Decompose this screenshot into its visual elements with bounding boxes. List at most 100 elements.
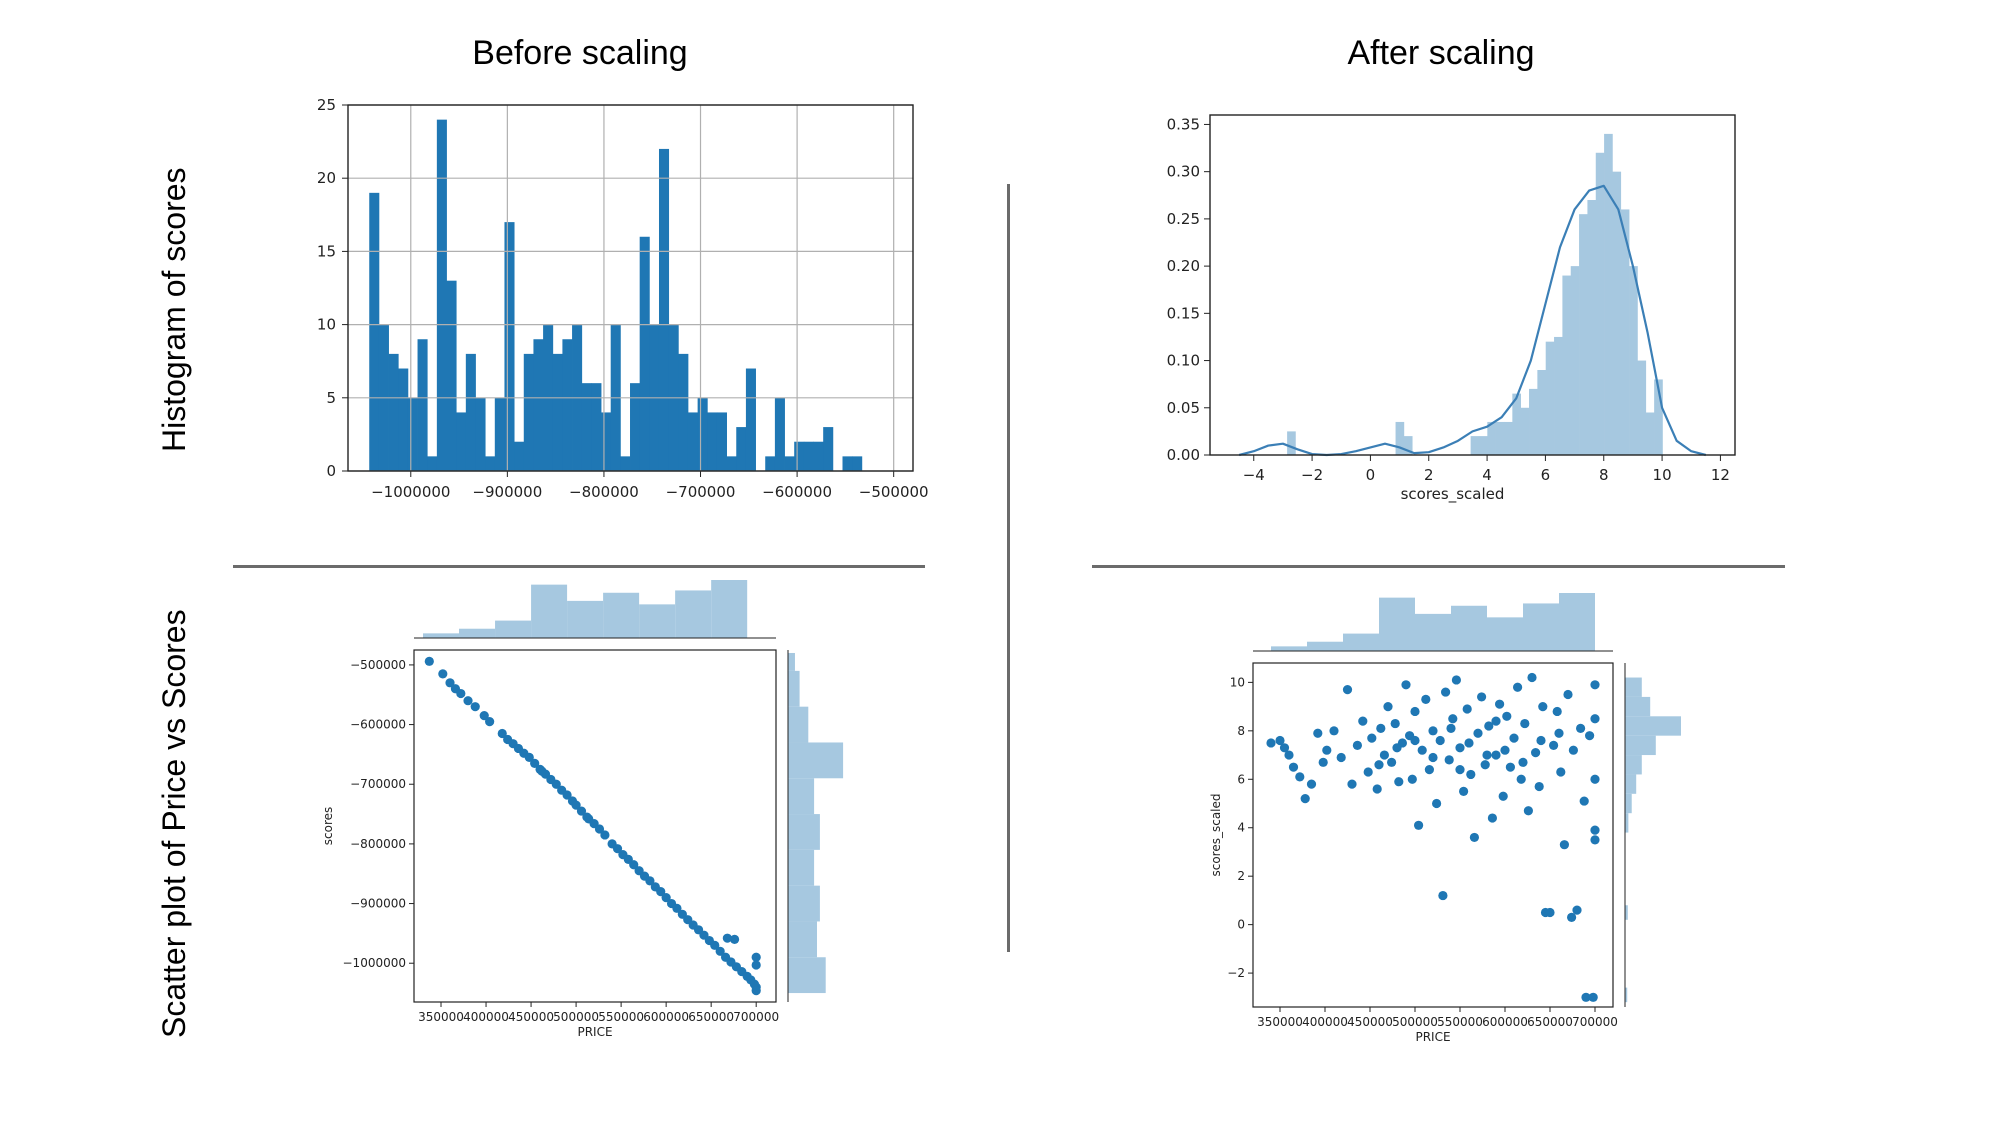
- scatter-point: [672, 903, 682, 913]
- scatter-point: [1590, 714, 1600, 724]
- right-marginal-bar: [788, 814, 820, 850]
- x-tick-label: −900000: [472, 483, 542, 501]
- scatter-point: [1417, 745, 1427, 755]
- x-tick-label: 350000: [1257, 1015, 1303, 1029]
- histogram-before-chart: −1000000 −900000 −800000 −700000 −600000 −500…: [317, 96, 929, 501]
- scatter-point: [1585, 731, 1595, 741]
- y-tick-label: −500000: [350, 658, 406, 672]
- x-tick-label: 450000: [1347, 1015, 1393, 1029]
- histogram-bar: [465, 353, 476, 471]
- scatter-point: [1306, 779, 1317, 789]
- right-marginal-bar: [1625, 716, 1681, 736]
- scatter-point: [722, 933, 732, 943]
- scatter-point: [1300, 794, 1310, 804]
- scatter-point: [1500, 745, 1510, 755]
- top-marginal-bar: [495, 620, 532, 638]
- scatter-point: [497, 728, 507, 739]
- x-tick-label: 2: [1424, 466, 1434, 484]
- x-tick-label: 500000: [553, 1010, 599, 1024]
- scatter-point: [562, 790, 572, 800]
- histogram-bar: [388, 353, 399, 471]
- y-tick-label: −1000000: [343, 956, 407, 970]
- histogram-bar: [398, 368, 409, 471]
- histogram-bar: [581, 383, 592, 471]
- x-tick-label: 6: [1541, 466, 1551, 484]
- x-tick-label: 400000: [463, 1010, 509, 1024]
- scatter-point: [1538, 702, 1548, 712]
- histogram-bar: [1495, 421, 1505, 455]
- scatter-point: [1441, 687, 1451, 697]
- histogram-bar: [736, 427, 747, 471]
- after-scaling-title: After scaling: [1347, 34, 1535, 72]
- top-marginal-bar: [639, 604, 676, 638]
- scatter-point: [1438, 890, 1448, 901]
- scatter-point: [582, 812, 592, 822]
- top-marginal-bar: [711, 580, 748, 638]
- histogram-bar: [523, 353, 534, 471]
- scatter-point: [1516, 774, 1526, 784]
- scatter-point: [1590, 835, 1600, 845]
- x-tick-label: −4: [1243, 466, 1265, 484]
- y-tick-label: 5: [326, 389, 336, 407]
- histogram-bar: [456, 412, 467, 471]
- histogram-bar: [774, 397, 785, 471]
- histogram-bar: [504, 222, 515, 471]
- top-marginal-bar: [1415, 613, 1451, 651]
- top-marginal-bar: [675, 590, 712, 638]
- y-tick-label: 6: [1237, 772, 1245, 786]
- histogram-bar: [494, 397, 505, 471]
- scatter-point: [470, 702, 480, 712]
- horizontal-divider-left: [233, 565, 925, 568]
- scatter-after-chart: 350000 400000 450000 500000 550000 600000 6500…: [1209, 593, 1681, 1044]
- right-marginal-bar: [1625, 755, 1642, 775]
- histogram-bar: [658, 148, 670, 472]
- scatter-point: [1313, 728, 1323, 738]
- scatter-point: [1392, 743, 1402, 753]
- scatter-point: [1554, 728, 1564, 738]
- scatter-point: [1451, 675, 1461, 685]
- scatter-point: [751, 986, 761, 996]
- top-marginal-bar: [567, 600, 604, 638]
- x-tick-label: 450000: [508, 1010, 554, 1024]
- scatter-point: [1459, 786, 1469, 796]
- histogram-bar: [1554, 336, 1563, 455]
- top-marginal-bar: [1487, 617, 1523, 651]
- scatter-point: [1509, 733, 1519, 743]
- histogram-bar: [1645, 412, 1655, 455]
- scatter-point: [1376, 723, 1386, 734]
- histogram-bar: [601, 412, 612, 471]
- scatter-point: [1367, 733, 1377, 743]
- scatter-point: [530, 758, 540, 768]
- scatter-point: [1588, 992, 1598, 1002]
- scatter-point: [1383, 702, 1393, 712]
- x-tick-label: 12: [1711, 466, 1730, 484]
- x-tick-label: 700000: [733, 1010, 779, 1024]
- right-marginal-bar: [1625, 905, 1628, 920]
- scatter-point: [1448, 714, 1458, 724]
- scatter-point: [1410, 735, 1420, 746]
- scatter-point: [463, 696, 473, 706]
- scatter-point: [1374, 760, 1384, 770]
- histogram-bar: [707, 412, 718, 471]
- top-marginal-bar: [1271, 646, 1307, 651]
- scatter-point: [1534, 781, 1544, 792]
- histogram-bar: [1579, 214, 1588, 455]
- scatter-point: [1559, 840, 1569, 850]
- scatter-point: [1407, 774, 1417, 784]
- scatter-point: [479, 711, 489, 721]
- scatter-point: [1462, 704, 1472, 714]
- histogram-bar: [620, 456, 631, 471]
- histogram-bar: [823, 427, 834, 471]
- right-marginal-bar: [1625, 774, 1637, 794]
- scatter-point: [1379, 750, 1389, 760]
- top-marginal-bar: [1451, 605, 1487, 651]
- scatter-point: [1518, 757, 1528, 767]
- histogram-bar: [1512, 393, 1521, 455]
- x-axis-label: PRICE: [577, 1025, 612, 1039]
- histogram-bar: [716, 412, 727, 471]
- scatter-point: [729, 934, 740, 944]
- histogram-bar: [1587, 200, 1597, 455]
- x-tick-label: 10: [1653, 466, 1672, 484]
- top-marginal-bar: [423, 633, 460, 638]
- scatter-point: [1502, 711, 1512, 721]
